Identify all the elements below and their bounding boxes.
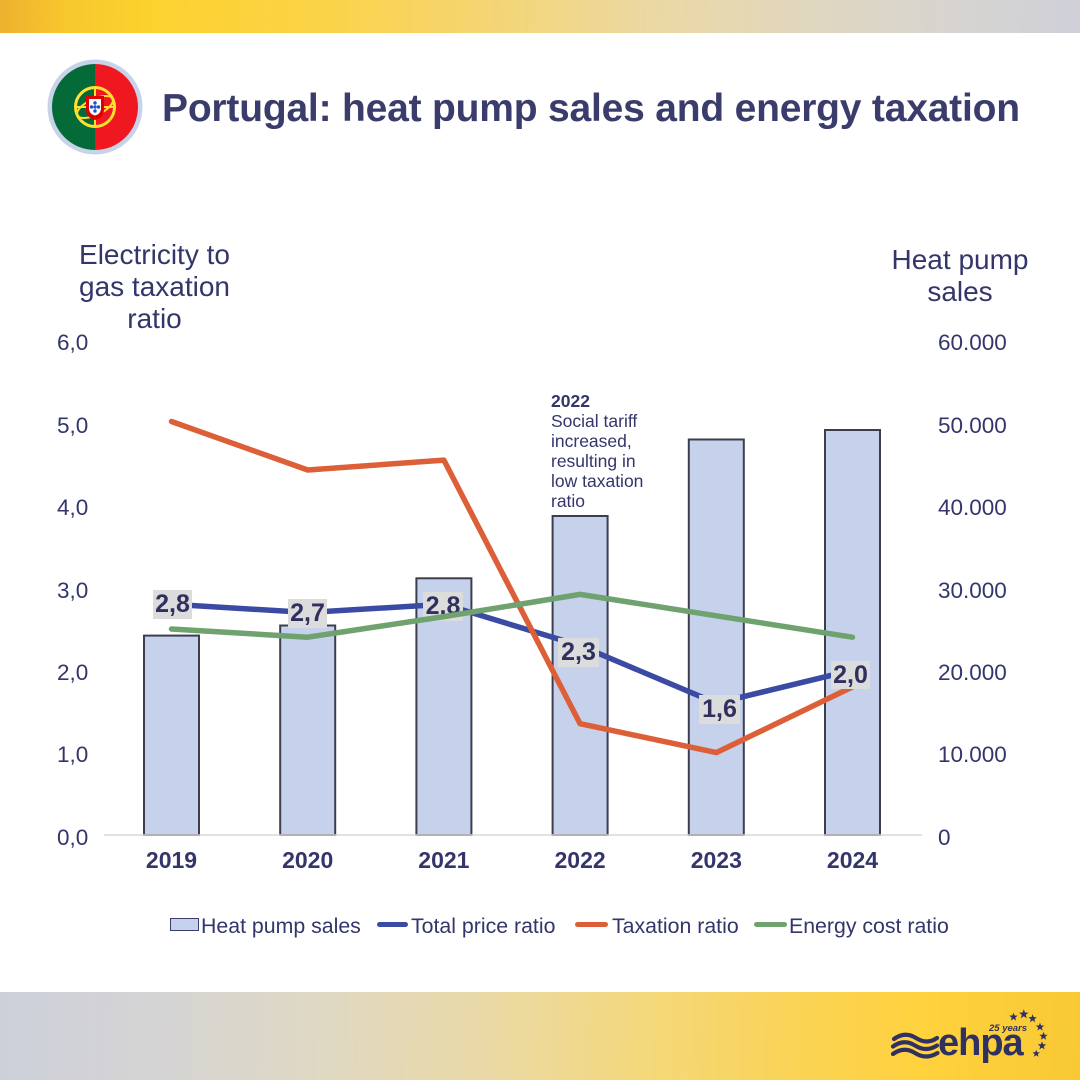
svg-text:ehpa: ehpa — [938, 1022, 1025, 1064]
svg-text:25 years: 25 years — [988, 1023, 1027, 1034]
